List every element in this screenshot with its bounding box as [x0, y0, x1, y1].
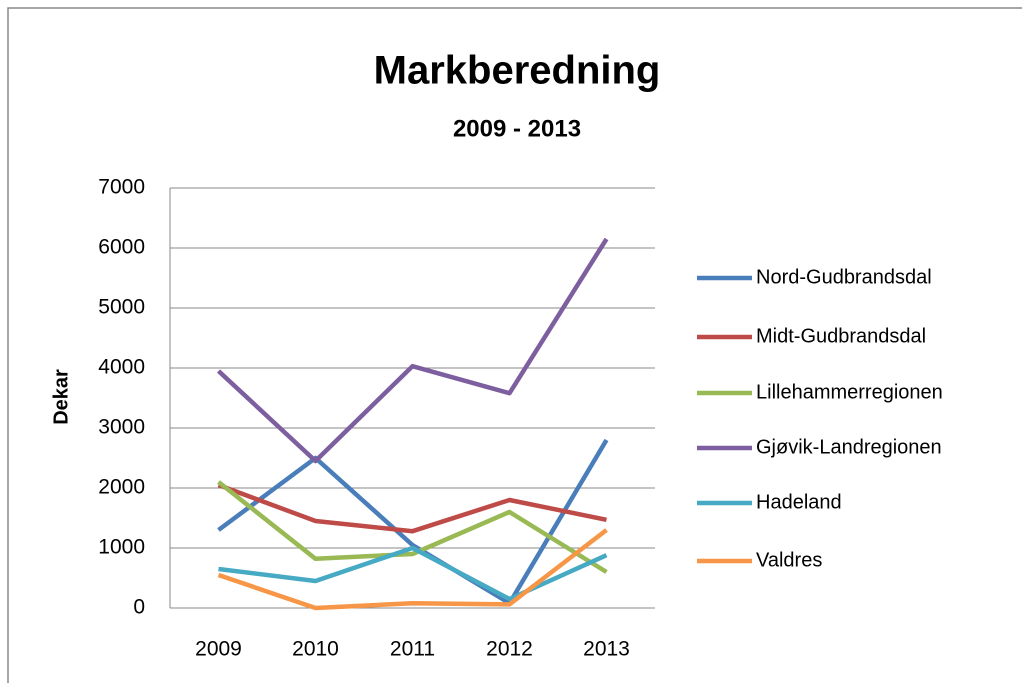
legend-label: Gjøvik-Landregionen: [756, 436, 942, 458]
series-line: [218, 545, 608, 602]
x-tick-label: 2009: [195, 638, 242, 661]
x-tick-label: 2013: [583, 638, 630, 661]
legend-label: Hadeland: [756, 491, 842, 513]
y-tick-label: 3000: [98, 416, 145, 439]
chart-border: [7, 7, 1022, 683]
y-tick-label: 5000: [98, 296, 145, 319]
y-tick-label: 0: [133, 596, 145, 619]
series-line: [216, 237, 609, 464]
legend-label: Nord-Gudbrandsdal: [756, 266, 932, 288]
y-axis-label: Dekar: [50, 369, 72, 425]
series-line: [217, 482, 607, 534]
y-tick-label: 7000: [98, 176, 145, 199]
y-tick-label: 2000: [98, 476, 145, 499]
chart-title: Markberedning: [374, 49, 661, 93]
x-tick-label: 2011: [390, 638, 435, 661]
y-tick-label: 1000: [98, 536, 145, 559]
x-tick-label: 2010: [292, 638, 339, 661]
legend-label: Lillehammerregionen: [756, 381, 943, 403]
series-line: [217, 480, 608, 574]
chart-subtitle: 2009 - 2013: [453, 115, 581, 142]
legend-label: Valdres: [756, 549, 822, 571]
y-tick-label: 6000: [98, 236, 145, 259]
series-line: [217, 528, 608, 611]
x-tick-label: 2012: [486, 638, 533, 661]
y-tick-label: 4000: [98, 356, 145, 379]
legend-label: Midt-Gudbrandsdal: [756, 325, 926, 347]
series-line: [217, 438, 609, 606]
